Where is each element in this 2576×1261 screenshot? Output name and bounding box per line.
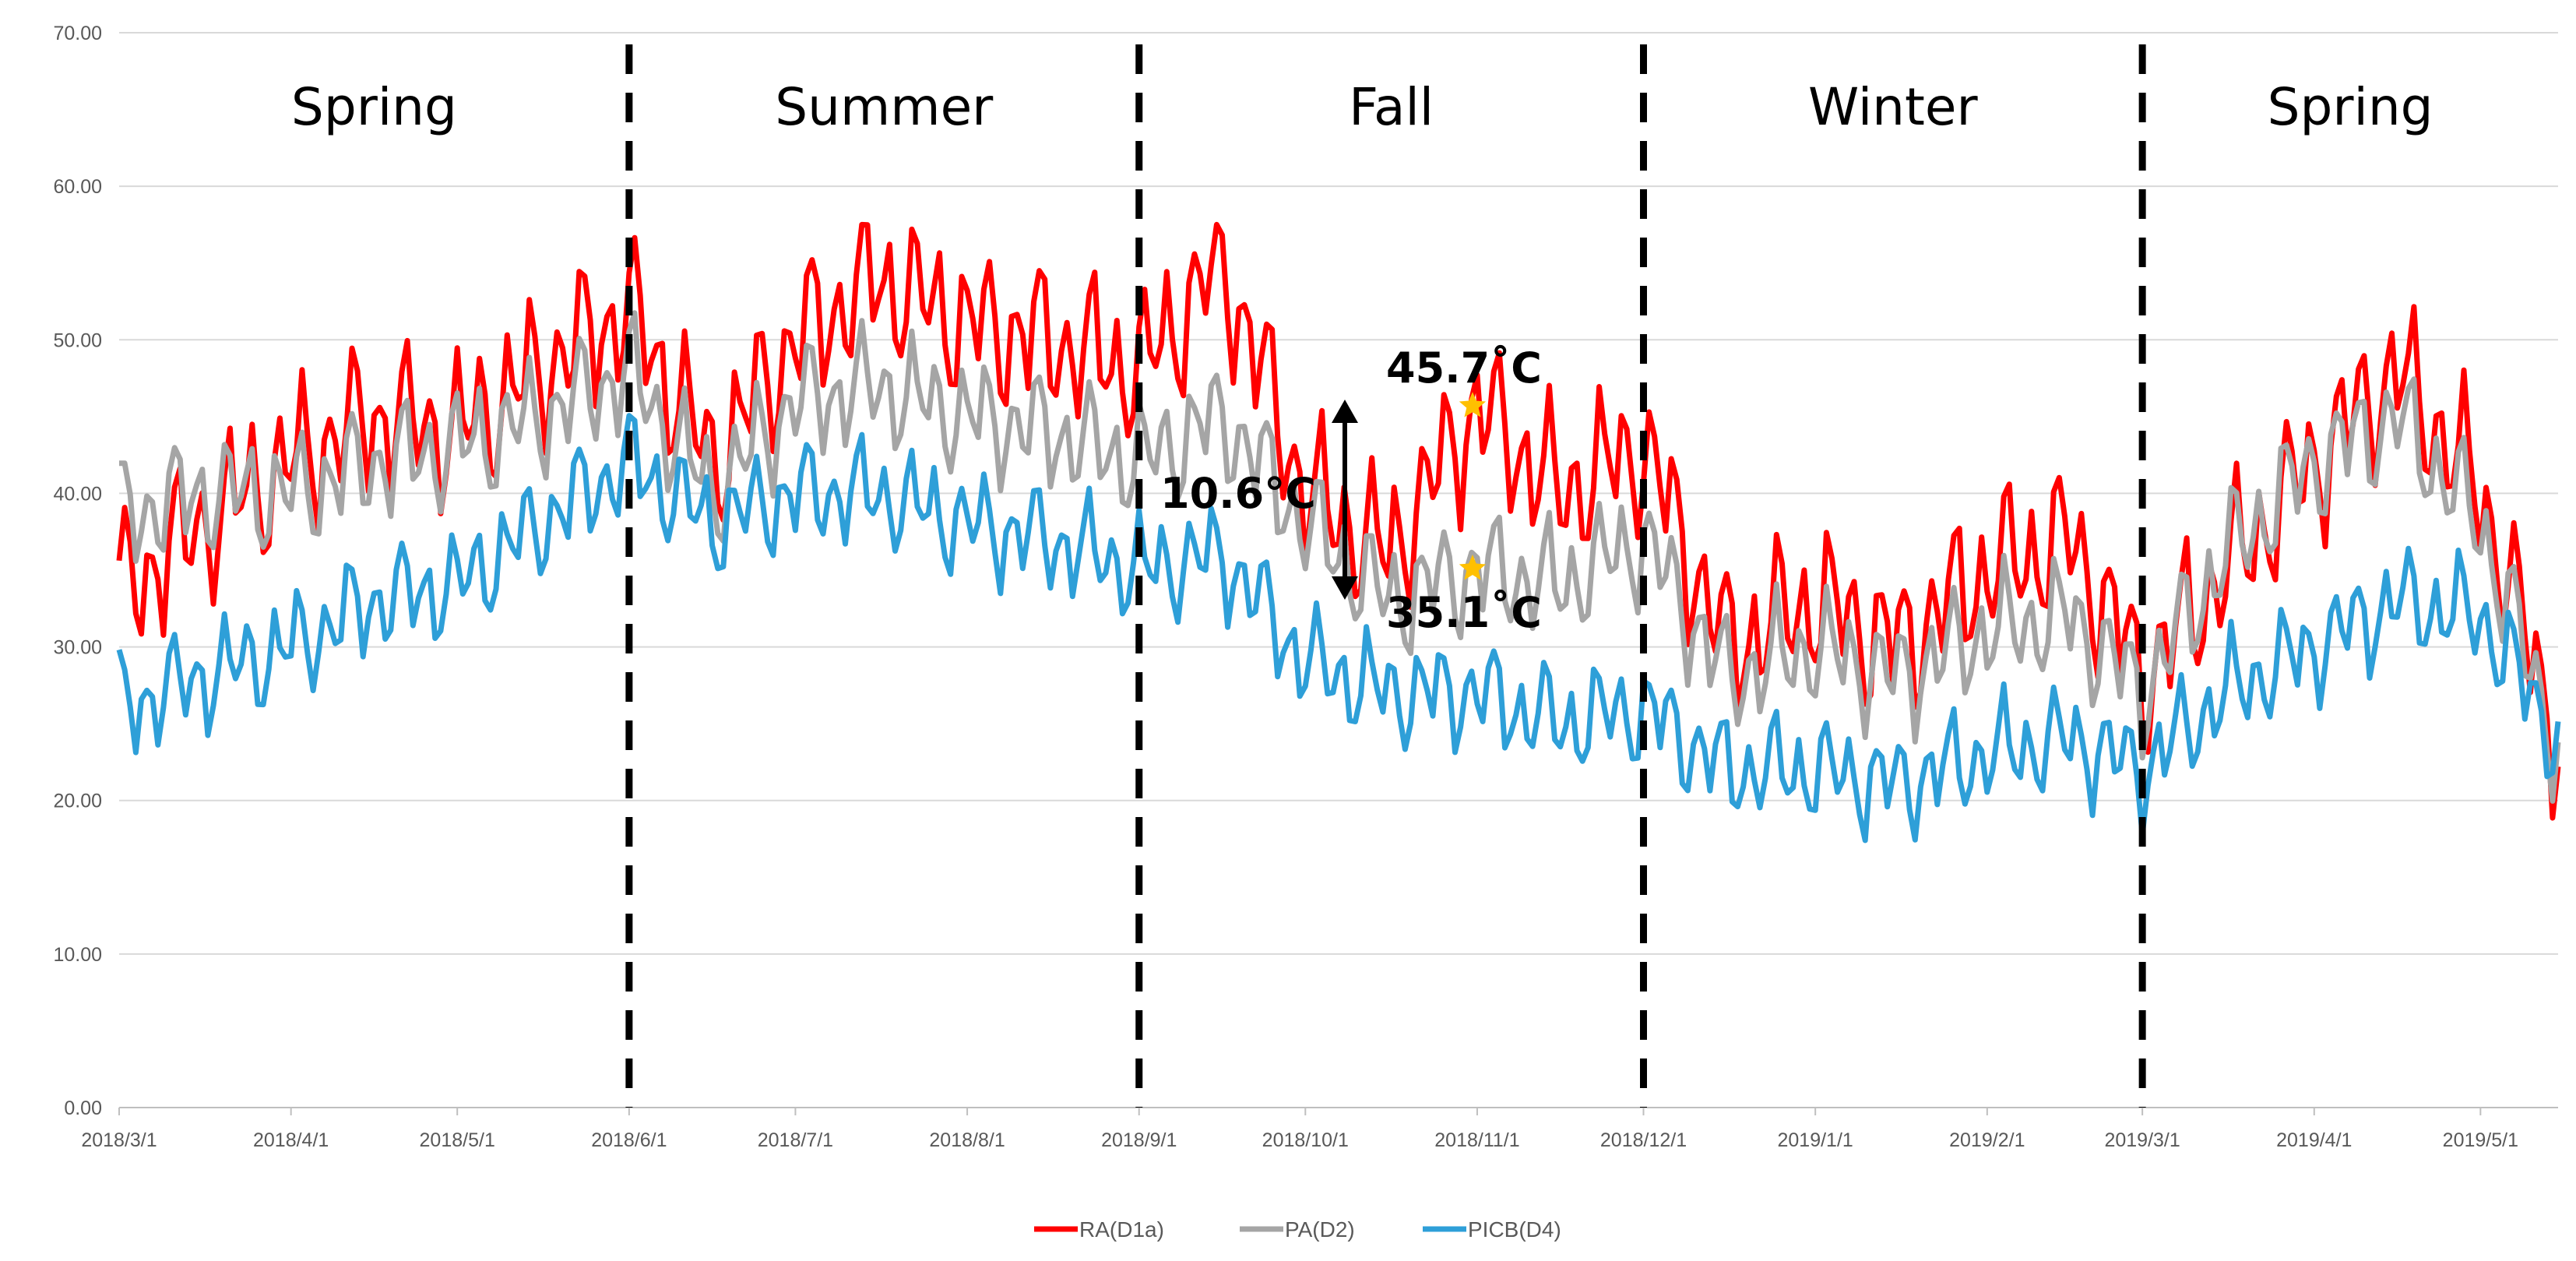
y-tick-label: 60.00 xyxy=(53,176,102,198)
legend-label-1: PA(D2) xyxy=(1285,1217,1355,1242)
y-tick-label: 10.00 xyxy=(53,944,102,966)
grid-lines xyxy=(119,32,2558,955)
y-tick-label: 70.00 xyxy=(53,23,102,44)
legend-label-0: RA(D1a) xyxy=(1079,1217,1164,1242)
x-tick-label: 2019/2/1 xyxy=(1949,1129,2025,1151)
y-tick-label: 0.00 xyxy=(64,1097,102,1119)
x-tick-label: 2018/4/1 xyxy=(253,1129,329,1151)
legend: RA(D1a) PA(D2) PICB(D4) xyxy=(1034,1217,1561,1242)
series-lines xyxy=(116,221,2561,844)
x-tick-label: 2018/8/1 xyxy=(929,1129,1005,1151)
low-value-label: 35.1˚C xyxy=(1386,588,1542,637)
y-tick-label: 50.00 xyxy=(53,329,102,351)
difference-arrow-head-up xyxy=(1332,400,1358,424)
difference-label: 10.6°C xyxy=(1160,469,1316,518)
x-tick-label: 2018/6/1 xyxy=(591,1129,667,1151)
x-tick-label: 2018/11/1 xyxy=(1434,1129,1519,1151)
x-tick-label: 2018/9/1 xyxy=(1101,1129,1177,1151)
y-axis-ticks: 0.00 10.00 20.00 30.00 40.00 50.00 60.00 70.00 xyxy=(53,23,102,1119)
high-point-marker xyxy=(1459,392,1487,417)
season-label: Winter xyxy=(1808,77,1978,137)
series-line-0 xyxy=(116,221,2561,821)
high-value-label: 45.7˚C xyxy=(1386,343,1542,393)
season-label: Fall xyxy=(1349,77,1434,137)
x-tick-label: 2018/7/1 xyxy=(758,1129,833,1151)
y-tick-label: 30.00 xyxy=(53,637,102,659)
low-point-marker xyxy=(1459,555,1487,580)
series-line-1 xyxy=(119,310,2561,804)
season-label: Spring xyxy=(291,77,457,137)
x-tick-label: 2019/4/1 xyxy=(2276,1129,2352,1151)
x-tick-label: 2019/1/1 xyxy=(1777,1129,1853,1151)
legend-label-2: PICB(D4) xyxy=(1468,1217,1561,1242)
season-label: Spring xyxy=(2268,77,2433,137)
season-dividers xyxy=(625,44,2146,1108)
season-label: Summer xyxy=(775,77,994,137)
x-tick-label: 2019/3/1 xyxy=(2104,1129,2180,1151)
annotations: 45.7˚C 35.1˚C 10.6°C xyxy=(1160,343,1542,637)
x-axis-ticks: 2018/3/1 2018/4/1 2018/5/1 2018/6/1 2018/7/1… xyxy=(81,1108,2518,1151)
x-tick-label: 2018/12/1 xyxy=(1600,1129,1687,1151)
x-tick-label: 2019/5/1 xyxy=(2443,1129,2518,1151)
x-tick-label: 2018/3/1 xyxy=(81,1129,157,1151)
series-line-2 xyxy=(116,413,2561,844)
x-tick-label: 2018/5/1 xyxy=(420,1129,495,1151)
y-tick-label: 20.00 xyxy=(53,791,102,812)
y-tick-label: 40.00 xyxy=(53,483,102,505)
x-tick-label: 2018/10/1 xyxy=(1262,1129,1349,1151)
difference-arrow-head-down xyxy=(1332,576,1358,601)
season-labels: Spring Summer Fall Winter Spring xyxy=(291,77,2433,137)
